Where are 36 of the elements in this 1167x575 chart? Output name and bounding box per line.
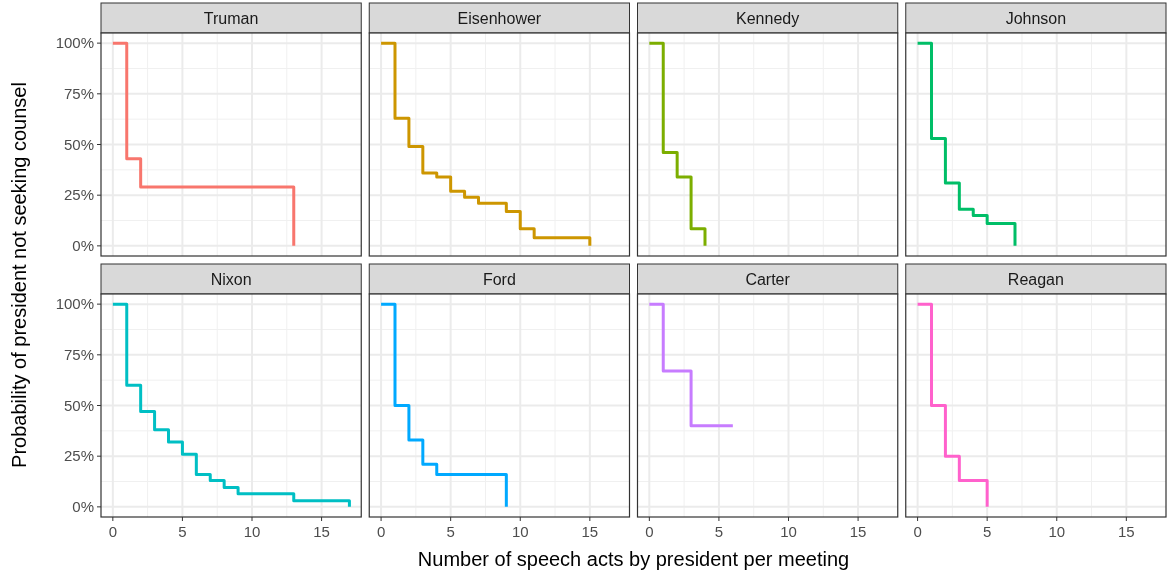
x-tick-label: 0 (645, 523, 654, 540)
x-tick-label: 15 (849, 523, 867, 540)
chart-title: Reagan (1007, 271, 1064, 288)
chart-title: Ford (482, 271, 516, 288)
x-tick-label: 15 (581, 523, 599, 540)
x-tick-label: 10 (1048, 523, 1066, 540)
y-tick-label: 0% (72, 497, 94, 515)
chart-title: Nixon (210, 271, 252, 288)
x-tick-label: 5 (982, 523, 992, 540)
chart-title: Truman (203, 10, 259, 27)
y-tick-label: 75% (63, 84, 94, 102)
y-tick-label: 50% (63, 396, 94, 414)
chart-title: Kennedy (736, 10, 800, 27)
x-tick-label: 0 (913, 523, 922, 540)
chart-title: Johnson (1005, 10, 1067, 27)
y-tick-label: 0% (72, 236, 94, 254)
x-tick-label: 5 (714, 523, 724, 540)
x-tick-label: 10 (780, 523, 797, 540)
x-tick-label: 0 (108, 523, 117, 540)
x-tick-label: 15 (1117, 523, 1135, 540)
x-axis-title: Number of speech acts by president per meeting (417, 548, 850, 570)
y-tick-label: 25% (63, 447, 94, 465)
y-tick-label: 100% (55, 295, 94, 313)
x-tick-label: 5 (178, 523, 187, 540)
x-tick-label: 0 (376, 523, 386, 540)
y-tick-label: 25% (63, 186, 94, 204)
y-tick-label: 75% (63, 345, 94, 363)
x-tick-label: 15 (313, 523, 330, 540)
y-tick-label: 50% (63, 135, 94, 153)
y-axis-title: Probability of president not seeking counsel (8, 82, 30, 468)
chart-title: Eisenhower (457, 10, 542, 27)
chart-title: Carter (745, 271, 791, 288)
x-tick-label: 10 (243, 523, 261, 540)
x-tick-label: 5 (446, 523, 455, 540)
x-tick-label: 10 (511, 523, 529, 540)
y-tick-label: 100% (55, 34, 94, 52)
